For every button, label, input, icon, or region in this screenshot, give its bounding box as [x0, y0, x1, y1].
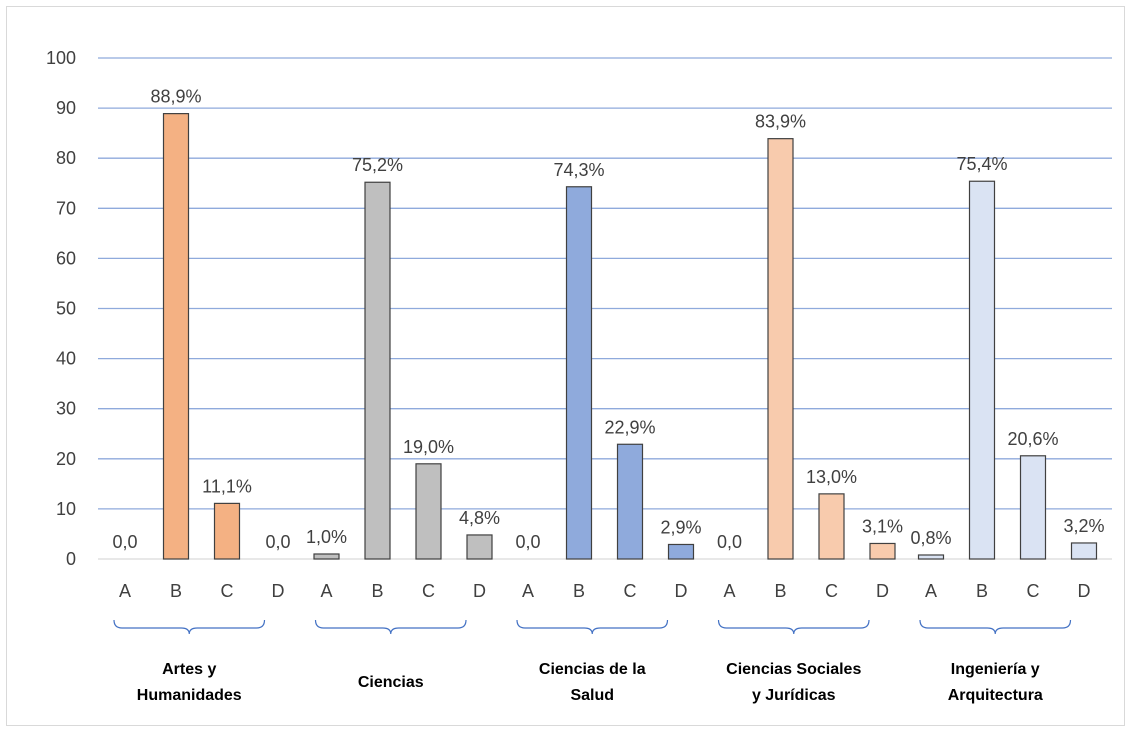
- y-tick-label: 70: [56, 198, 76, 218]
- bar: [616, 443, 644, 560]
- data-label: 3,2%: [1063, 516, 1104, 536]
- y-tick-label: 30: [56, 399, 76, 419]
- bar: [415, 463, 442, 560]
- data-label: 3,1%: [862, 516, 903, 536]
- data-label: 75,4%: [956, 154, 1007, 174]
- y-tick-label: 50: [56, 299, 76, 319]
- bar: [968, 180, 996, 560]
- x-tick-label: C: [221, 581, 234, 601]
- y-tick-label: 100: [46, 48, 76, 68]
- bar: [364, 181, 391, 560]
- y-tick-label: 20: [56, 449, 76, 469]
- bar: [162, 113, 190, 560]
- bar: [767, 138, 794, 560]
- x-tick-label: B: [371, 581, 383, 601]
- group-label: Ingeniería y: [951, 661, 1040, 678]
- group-label: y Jurídicas: [752, 687, 836, 704]
- x-tick-label: A: [723, 581, 735, 601]
- bar: [1019, 455, 1047, 560]
- chart-frame: [6, 6, 1125, 726]
- data-label: 74,3%: [553, 160, 604, 180]
- data-label: 0,0: [112, 532, 137, 552]
- data-label: 0,8%: [910, 528, 951, 548]
- x-tick-label: D: [272, 581, 285, 601]
- bar: [313, 553, 340, 560]
- data-label: 2,9%: [660, 517, 701, 537]
- group-label: Artes y: [162, 661, 216, 678]
- bar: [869, 542, 896, 560]
- x-tick-label: C: [422, 581, 435, 601]
- data-label: 20,6%: [1007, 429, 1058, 449]
- data-label: 13,0%: [806, 467, 857, 487]
- group-label: Ciencias: [358, 674, 424, 691]
- group-label: Humanidades: [137, 687, 242, 704]
- data-label: 19,0%: [403, 437, 454, 457]
- bar: [213, 502, 241, 560]
- group-brace: [314, 619, 467, 635]
- y-tick-label: 90: [56, 98, 76, 118]
- x-tick-label: B: [976, 581, 988, 601]
- x-tick-label: B: [774, 581, 786, 601]
- x-tick-label: C: [825, 581, 838, 601]
- x-tick-label: A: [925, 581, 937, 601]
- data-label: 0,0: [717, 532, 742, 552]
- x-tick-label: A: [522, 581, 534, 601]
- x-tick-label: C: [624, 581, 637, 601]
- x-tick-label: C: [1027, 581, 1040, 601]
- group-label: Arquitectura: [948, 687, 1043, 704]
- y-tick-label: 60: [56, 248, 76, 268]
- x-tick-label: D: [675, 581, 688, 601]
- data-label: 88,9%: [150, 87, 201, 107]
- data-label: 4,8%: [459, 508, 500, 528]
- group-label: Salud: [570, 687, 614, 704]
- x-tick-label: B: [170, 581, 182, 601]
- group-brace: [919, 619, 1072, 635]
- x-tick-label: D: [473, 581, 486, 601]
- y-tick-label: 80: [56, 148, 76, 168]
- bar: [818, 493, 845, 560]
- y-tick-label: 0: [66, 549, 76, 569]
- bar: [667, 543, 695, 560]
- x-tick-label: D: [1078, 581, 1091, 601]
- x-tick-label: A: [320, 581, 332, 601]
- bar: [1070, 542, 1098, 560]
- data-label: 22,9%: [604, 417, 655, 437]
- data-label: 83,9%: [755, 112, 806, 132]
- group-label: Ciencias de la: [539, 661, 646, 678]
- data-label: 1,0%: [306, 527, 347, 547]
- group-brace: [516, 619, 669, 635]
- bar: [917, 554, 945, 560]
- x-tick-label: A: [119, 581, 131, 601]
- y-tick-label: 40: [56, 349, 76, 369]
- group-brace: [717, 619, 870, 635]
- data-label: 75,2%: [352, 155, 403, 175]
- data-label: 0,0: [265, 532, 290, 552]
- data-label: 0,0: [515, 532, 540, 552]
- bar: [466, 534, 493, 560]
- bar: [565, 186, 593, 560]
- x-tick-label: D: [876, 581, 889, 601]
- x-tick-label: B: [573, 581, 585, 601]
- y-tick-label: 10: [56, 499, 76, 519]
- group-label: Ciencias Sociales: [726, 661, 861, 678]
- data-label: 11,1%: [202, 476, 252, 496]
- group-brace: [113, 619, 266, 635]
